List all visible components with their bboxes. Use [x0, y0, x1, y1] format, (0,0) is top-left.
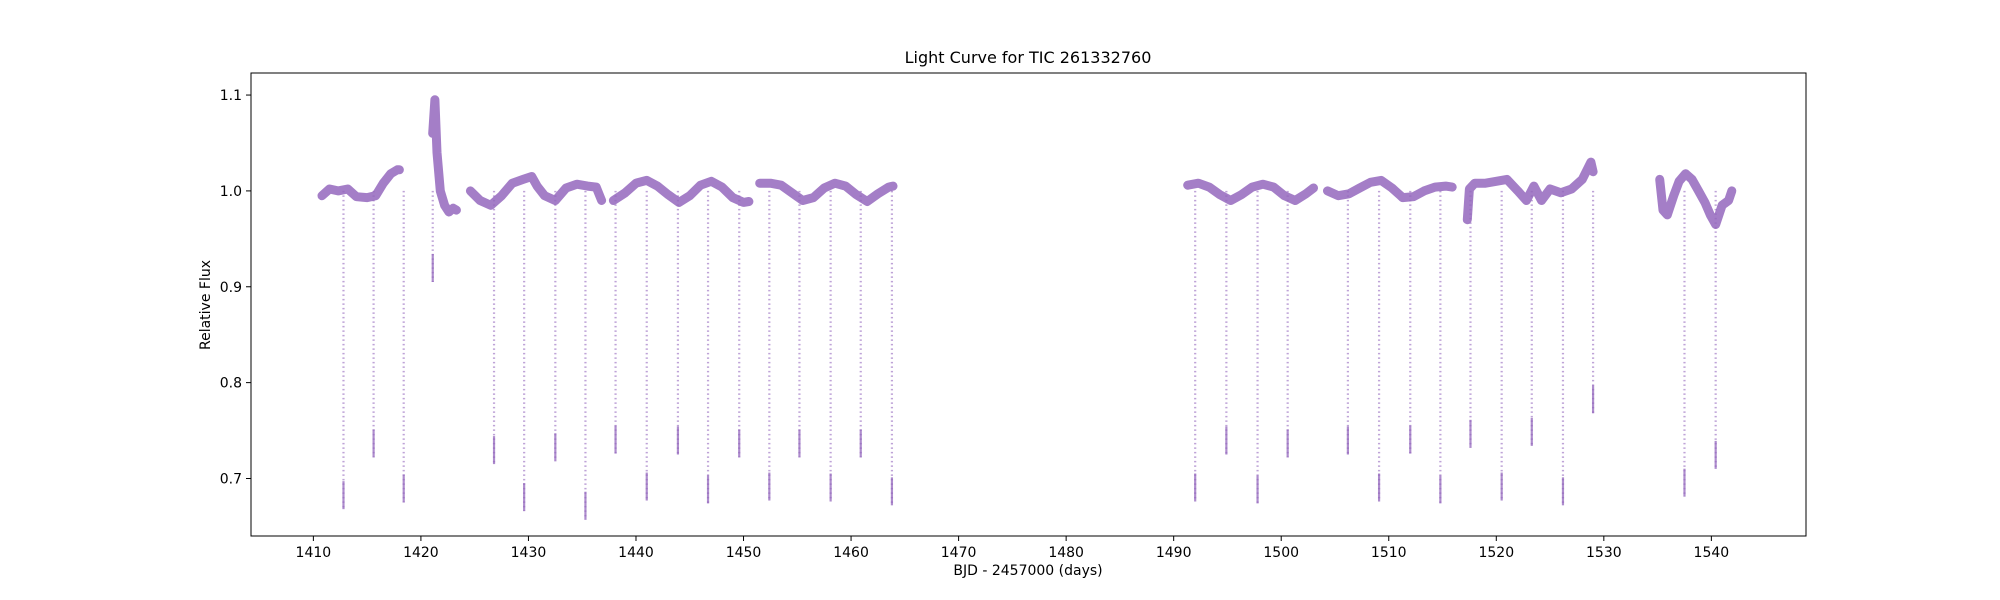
x-tick-label: 1420 — [403, 545, 439, 561]
x-tick-label: 1510 — [1371, 545, 1407, 561]
flux-segment — [317, 165, 404, 203]
x-axis-title: BJD - 2457000 (days) — [953, 563, 1102, 579]
flux-segment — [1323, 175, 1457, 203]
x-tick-label: 1540 — [1694, 545, 1730, 561]
flux-segment — [608, 175, 754, 207]
x-tick-label: 1490 — [1156, 545, 1192, 561]
flux-segment — [428, 95, 461, 217]
x-tick-label: 1410 — [296, 545, 332, 561]
plot-area — [317, 95, 1737, 520]
flux-segment — [1462, 157, 1598, 225]
y-axis: 0.7 0.8 0.9 1.0 1.1 — [220, 88, 251, 487]
y-tick-label: 0.8 — [220, 376, 242, 392]
y-tick-label: 1.0 — [220, 184, 242, 200]
plot-frame — [250, 72, 1807, 537]
x-axis: 1410 1420 1430 1440 1450 1460 1470 1480 1490 1500… — [296, 536, 1730, 561]
x-tick-label: 1460 — [833, 545, 869, 561]
x-tick-label: 1470 — [941, 545, 977, 561]
flux-segment — [465, 172, 607, 210]
y-tick-label: 1.1 — [220, 88, 242, 104]
x-tick-label: 1480 — [1048, 545, 1084, 561]
x-tick-label: 1440 — [618, 545, 654, 561]
x-tick-label: 1450 — [726, 545, 762, 561]
x-tick-label: 1520 — [1478, 545, 1514, 561]
y-tick-label: 0.7 — [220, 471, 242, 487]
y-tick-label: 0.9 — [220, 280, 242, 296]
x-tick-label: 1530 — [1586, 545, 1622, 561]
flux-segment — [1183, 178, 1318, 205]
x-tick-label: 1500 — [1263, 545, 1299, 561]
chart-title: Light Curve for TIC 261332760 — [905, 48, 1152, 67]
flux-segment — [755, 178, 898, 206]
x-tick-label: 1430 — [511, 545, 547, 561]
y-axis-title: Relative Flux — [198, 260, 214, 350]
flux-segment — [1655, 169, 1737, 229]
